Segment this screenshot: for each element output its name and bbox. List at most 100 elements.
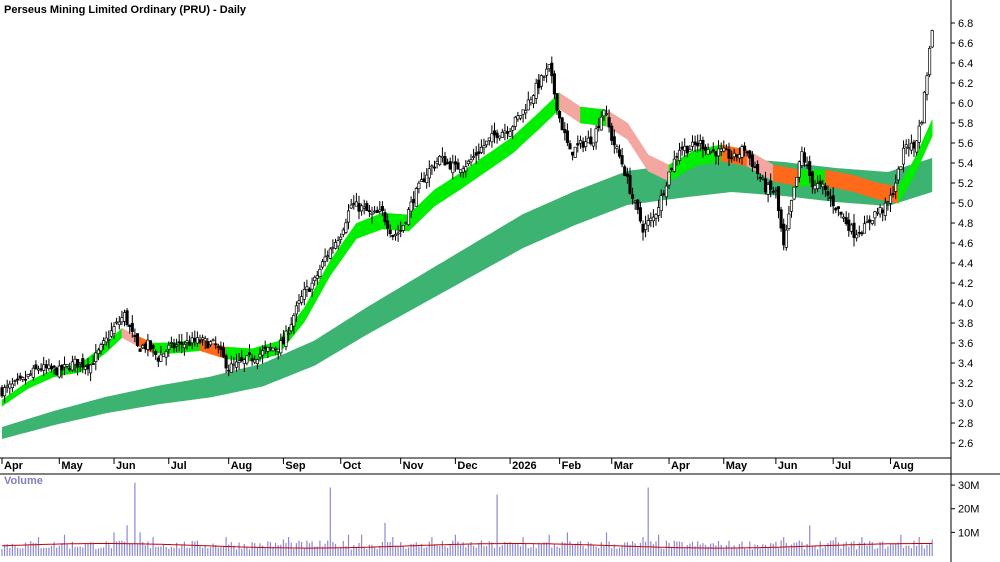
candle-body — [425, 174, 429, 183]
short-band-segment — [12, 390, 16, 400]
candle-body — [336, 240, 340, 247]
candle-body — [383, 212, 387, 222]
volume-axis: 30M 20M 10M — [951, 480, 979, 539]
price-tick-label: 2.6 — [958, 438, 973, 450]
candle-body — [417, 182, 421, 190]
candle-body — [620, 155, 624, 165]
candle-body — [96, 349, 100, 354]
candle-body — [649, 217, 653, 221]
short-band-segment — [548, 99, 553, 120]
candle-body — [331, 246, 335, 249]
candle-body — [227, 369, 231, 372]
short-band-segment — [801, 169, 805, 187]
candle-body — [800, 151, 804, 166]
candle-body — [5, 385, 9, 388]
short-band-segment — [298, 310, 302, 330]
candle-body — [289, 324, 293, 332]
short-band-segment — [658, 159, 662, 178]
candle-body — [370, 212, 374, 215]
candle-body — [657, 207, 661, 216]
candle-body — [409, 201, 413, 212]
month-label: Jun — [778, 460, 798, 472]
candle-body — [641, 223, 645, 233]
short-band-segment — [533, 114, 537, 135]
candle-body — [703, 146, 708, 151]
candle-body — [185, 340, 189, 343]
candle-body — [399, 230, 403, 232]
candle-body — [651, 216, 655, 222]
candle-body — [727, 149, 731, 159]
candle-body — [70, 361, 74, 371]
candle-body — [508, 131, 512, 137]
candle-body — [180, 342, 184, 345]
candle-body — [427, 168, 431, 179]
candle-body — [292, 315, 296, 327]
short-band-segment — [124, 329, 128, 341]
candle-body — [842, 216, 846, 219]
short-band-segment — [301, 307, 305, 326]
short-band-segment — [481, 156, 485, 176]
candle-body — [362, 206, 366, 209]
candle-body — [563, 129, 567, 134]
candle-body — [57, 365, 61, 378]
candle-body — [763, 178, 768, 193]
short-band-segment — [322, 270, 326, 290]
candle-body — [453, 161, 457, 165]
short-band-segment — [366, 217, 370, 236]
price-tick-label: 6.4 — [958, 58, 973, 70]
short-band-segment — [507, 138, 511, 158]
short-band-segment — [866, 179, 871, 198]
candle-body — [758, 176, 762, 179]
candle-body — [151, 345, 155, 349]
candle-body — [13, 380, 17, 382]
short-band-segment — [488, 150, 493, 170]
candle-body — [360, 205, 364, 212]
candle-body — [894, 182, 898, 192]
candle-body — [0, 387, 4, 397]
candles-group — [0, 29, 934, 403]
short-band-segment — [692, 149, 696, 169]
volume-average-line — [1, 543, 933, 549]
candle-body — [440, 155, 444, 159]
short-band-segment — [543, 104, 547, 125]
candle-body — [784, 229, 788, 248]
candle-body — [888, 194, 893, 204]
candle-body — [925, 75, 929, 95]
candle-body — [597, 125, 601, 129]
candle-body — [401, 225, 405, 231]
candle-body — [904, 144, 908, 148]
candle-body — [456, 162, 460, 170]
candle-body — [737, 154, 741, 159]
short-band-segment — [455, 174, 459, 193]
candle-body — [701, 139, 705, 150]
candle-body — [907, 147, 911, 149]
short-band-segment — [332, 252, 336, 273]
candle-body — [568, 143, 572, 150]
short-band-segment — [861, 177, 865, 196]
month-label: Feb — [562, 460, 582, 472]
candle-body — [912, 141, 916, 149]
candle-body — [581, 141, 585, 148]
candle-body — [326, 255, 330, 258]
candle-body — [448, 161, 452, 170]
candle-body — [565, 130, 569, 143]
candle-body — [805, 164, 809, 167]
short-band-segment — [647, 154, 652, 173]
candle-body — [159, 354, 163, 362]
candle-body — [875, 211, 880, 214]
short-band-segment — [871, 180, 876, 199]
short-band-segment — [439, 184, 443, 204]
short-band-segment — [314, 284, 318, 304]
candle-body — [240, 357, 244, 362]
short-band-segment — [363, 218, 368, 237]
volume-tick-label: 30M — [958, 480, 979, 492]
month-label: 2026 — [512, 460, 536, 472]
month-label: May — [726, 460, 748, 472]
candle-body — [104, 337, 108, 343]
short-band-segment — [689, 150, 693, 170]
short-band-segment — [530, 117, 534, 137]
candle-body — [357, 203, 361, 212]
short-band-segment — [791, 168, 795, 186]
candle-body — [146, 339, 150, 350]
